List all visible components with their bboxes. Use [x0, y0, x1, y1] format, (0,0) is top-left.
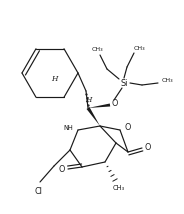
Text: O: O — [125, 122, 131, 131]
Text: O: O — [59, 165, 65, 174]
Text: CH₃: CH₃ — [113, 185, 125, 191]
Text: NH: NH — [63, 125, 73, 131]
Text: H: H — [51, 75, 57, 83]
Polygon shape — [88, 104, 110, 108]
Text: Si: Si — [120, 79, 128, 88]
Text: CH₃: CH₃ — [161, 77, 173, 83]
Polygon shape — [86, 107, 100, 126]
Text: O: O — [145, 143, 151, 152]
Text: H: H — [85, 96, 91, 104]
Text: O: O — [112, 98, 118, 107]
Text: CH₃: CH₃ — [91, 46, 103, 52]
Text: Cl: Cl — [34, 187, 42, 196]
Text: CH₃: CH₃ — [133, 46, 145, 51]
